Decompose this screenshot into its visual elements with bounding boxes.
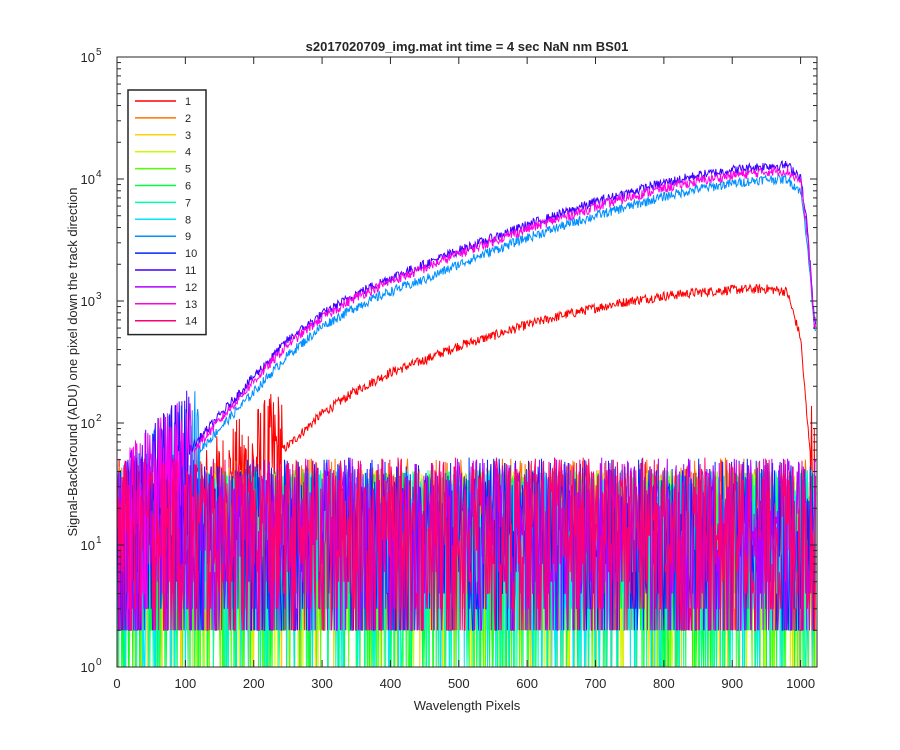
x-tick-label: 600	[516, 676, 538, 691]
chart-title: s2017020709_img.mat int time = 4 sec NaN…	[306, 39, 629, 54]
legend-label-8: 8	[185, 214, 191, 226]
x-tick-label: 400	[380, 676, 402, 691]
plot-area-frame	[116, 56, 818, 668]
x-tick-label: 200	[243, 676, 265, 691]
legend-label-12: 12	[185, 282, 197, 294]
y-tick-label: 10	[81, 294, 95, 309]
y-tick-label: 10	[81, 660, 95, 675]
series-line-13	[117, 165, 817, 631]
series-layer	[117, 160, 817, 667]
legend-label-3: 3	[185, 130, 191, 142]
y-tick-label-exponent: 2	[96, 413, 102, 424]
legend-label-14: 14	[185, 316, 197, 328]
y-tick-label-exponent: 1	[96, 535, 102, 546]
y-tick-label: 10	[81, 416, 95, 431]
y-tick-label: 10	[81, 172, 95, 187]
x-tick-label: 0	[113, 676, 120, 691]
y-tick-label: 10	[81, 538, 95, 553]
x-tick-label: 800	[653, 676, 675, 691]
y-tick-label-exponent: 5	[96, 47, 102, 58]
x-tick-label: 100	[175, 676, 197, 691]
series-line-11	[117, 160, 817, 631]
y-axis-label: Signal-BackGround (ADU) one pixel down t…	[65, 187, 80, 536]
y-tick-label-exponent: 4	[96, 169, 102, 180]
legend-label-5: 5	[185, 164, 191, 176]
y-tick-label: 10	[81, 50, 95, 65]
x-tick-label: 1000	[786, 676, 815, 691]
x-tick-label: 300	[311, 676, 333, 691]
series-line-1	[117, 283, 817, 631]
x-tick-label: 500	[448, 676, 470, 691]
legend-label-10: 10	[185, 248, 197, 260]
legend-label-1: 1	[185, 96, 191, 108]
series-line-14	[117, 457, 817, 631]
legend-label-13: 13	[185, 299, 197, 311]
y-tick-label-exponent: 0	[96, 657, 102, 668]
legend-label-4: 4	[185, 147, 191, 159]
y-tick-label-exponent: 3	[96, 291, 102, 302]
legend-label-2: 2	[185, 113, 191, 125]
legend-label-6: 6	[185, 181, 191, 193]
x-axis-label: Wavelength Pixels	[414, 698, 521, 713]
x-tick-label: 700	[585, 676, 607, 691]
x-tick-label: 900	[721, 676, 743, 691]
x-axis: 0 100 200 300 400 500 600 700 800 900 1000	[113, 57, 815, 691]
legend-box	[127, 89, 207, 336]
legend-label-7: 7	[185, 197, 191, 209]
series-line-9	[117, 173, 817, 631]
legend-label-11: 11	[185, 265, 196, 277]
legend-label-9: 9	[185, 231, 191, 243]
